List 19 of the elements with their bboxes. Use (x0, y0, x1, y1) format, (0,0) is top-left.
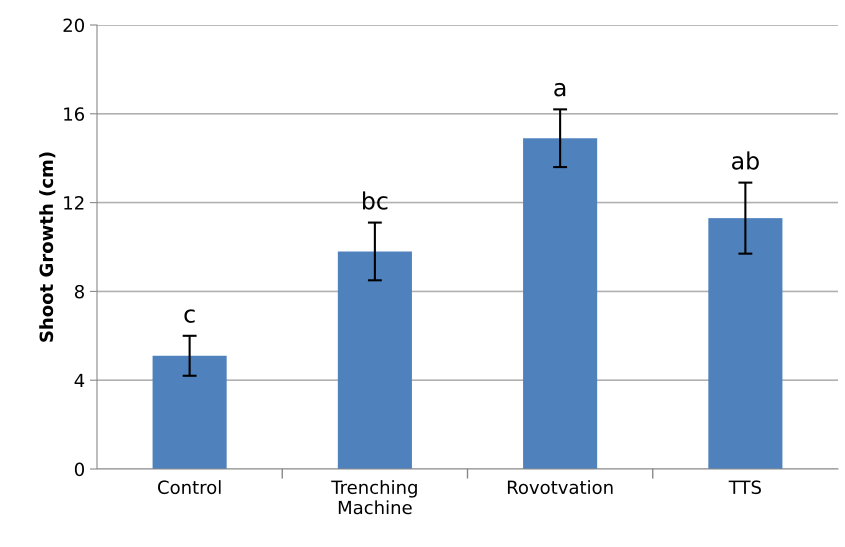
y-tick-label: 12 (64, 196, 84, 210)
x-tick-label: Trenching Machine (331, 480, 417, 514)
bar (523, 138, 598, 469)
bar (338, 251, 412, 469)
annotation: ab (732, 151, 759, 170)
y-tick-label: 0 (74, 462, 84, 476)
annotation: c (184, 309, 195, 323)
annotation: a (554, 82, 566, 96)
y-axis-title: Shoot Growth (cm) (39, 152, 56, 342)
x-tick-label: Rovotvation (508, 480, 613, 494)
x-tick-label: Control (158, 480, 221, 494)
annotation: bc (363, 191, 388, 210)
y-tick-label: 16 (64, 107, 84, 121)
bar (708, 218, 782, 469)
y-tick-label: 20 (64, 18, 84, 32)
x-tick-label: TTS (728, 480, 761, 494)
y-tick-label: 8 (74, 284, 84, 299)
y-tick-label: 4 (74, 374, 84, 388)
bar (152, 356, 227, 469)
